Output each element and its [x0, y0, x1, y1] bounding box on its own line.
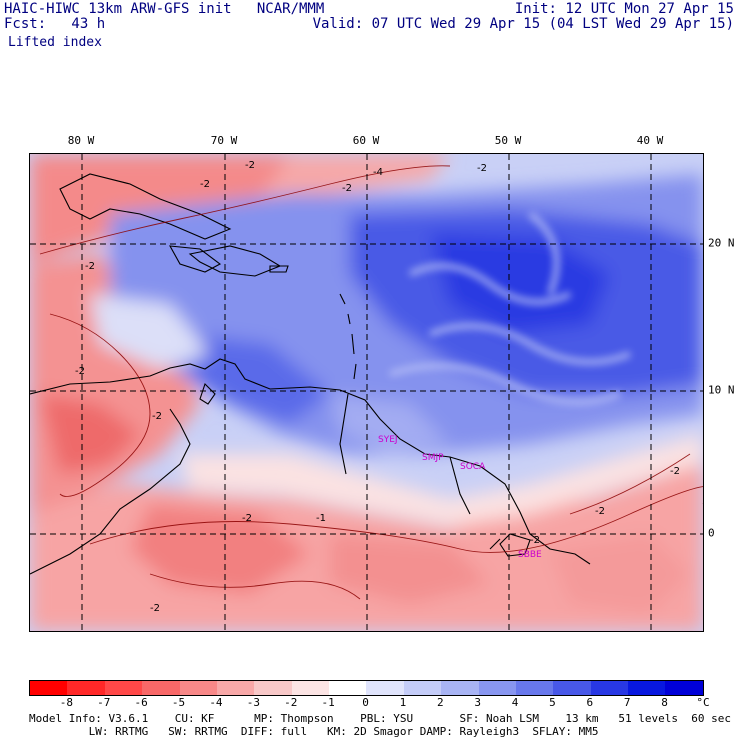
cloud-streaks [389, 211, 632, 405]
station-soca: SOCA [460, 462, 486, 472]
colorbar-label: 1 [399, 696, 407, 709]
contour-label: -2 [242, 513, 252, 524]
model-info-line2: LW: RRTMG SW: RRTMG DIFF: full KM: 2D Sm… [29, 725, 599, 738]
lifted-index-map: -2 -2 -2 -2 -4 -2 -2 -1 -2 -2 -2 -2 -2 -… [29, 153, 704, 632]
contour-label: -2 [85, 261, 95, 272]
station-sbbe: SBBE [518, 550, 542, 560]
colorbar-segment [553, 681, 591, 695]
colorbar-label: 8 [661, 696, 668, 709]
init-time: Init: 12 UTC Mon 27 Apr 15 [514, 1, 734, 17]
colorbar-segment [67, 681, 105, 695]
colorbar-segment [441, 681, 479, 695]
colorbar-label: -6 [134, 696, 148, 709]
contour-label: -2 [530, 535, 540, 546]
coastlines [30, 173, 591, 575]
colorbar-label: -3 [246, 696, 260, 709]
lon-label-70w: 70 W [210, 134, 238, 147]
lat-label-0: 0 [708, 526, 715, 540]
contour-label: -2 [670, 466, 680, 477]
lon-label-60w: 60 W [352, 134, 380, 147]
model-info-line1: Model Info: V3.6.1 CU: KF MP: Thompson P… [29, 712, 731, 725]
contour-label: -2 [200, 179, 210, 190]
colorbar-segment [179, 681, 217, 695]
contour-label: -2 [477, 163, 487, 174]
colorbar-segment [478, 681, 516, 695]
lat-label-10n: 10 N [708, 383, 735, 397]
colorbar-segment [329, 681, 367, 695]
lat-lon-grid [30, 154, 703, 631]
lat-label-20n: 20 N [708, 236, 735, 250]
contour-label: -2 [152, 411, 162, 422]
contour-label: -2 [595, 506, 605, 517]
contour-label: -2 [75, 366, 85, 377]
colorbar [29, 680, 704, 696]
colorbar-label: -5 [171, 696, 186, 709]
colorbar-segment [104, 681, 143, 695]
colorbar-segment [515, 681, 554, 695]
contour-label-group: -2 -2 -2 -2 -4 -2 -2 -1 -2 -2 -2 -2 -2 -… [75, 160, 680, 614]
colorbar-label: 3 [474, 696, 481, 709]
colorbar-label: -4 [209, 696, 223, 709]
colorbar-segment [30, 681, 68, 695]
map-svg: -2 -2 -2 -2 -4 -2 -2 -1 -2 -2 -2 -2 -2 -… [30, 154, 703, 631]
colorbar-label: 0 [362, 696, 369, 709]
valid-time: Valid: 07 UTC Wed 29 Apr 15 (04 LST Wed … [312, 16, 734, 32]
colorbar-segment [665, 681, 703, 695]
colorbar-label: 7 [623, 696, 631, 709]
station-syej: SYEJ [378, 435, 398, 445]
contour-label: -2 [245, 160, 255, 171]
colorbar-segment [216, 681, 255, 695]
colorbar-label: 2 [436, 696, 444, 709]
colorbar-segment [291, 681, 329, 695]
forecast-hour: Fcst: 43 h [4, 16, 106, 32]
colorbar-segment [403, 681, 442, 695]
station-group: SYEJ SMJP SOCA SBBE [378, 435, 542, 560]
colorbar-segment [590, 681, 628, 695]
colorbar-segment [254, 681, 292, 695]
colorbar-label: -1 [321, 696, 335, 709]
contour-label: -1 [316, 513, 326, 524]
colorbar-label: 4 [511, 696, 519, 709]
lon-label-40w: 40 W [636, 134, 664, 147]
colorbar-segment [366, 681, 404, 695]
lon-label-80w: 80 W [67, 134, 95, 147]
colorbar-label: -2 [284, 696, 298, 709]
header-title: HAIC-HIWC 13km ARW-GFS init NCAR/MMM [4, 1, 325, 17]
colorbar-label: -8 [59, 696, 73, 709]
contour-lines [39, 165, 703, 600]
colorbar-label: 6 [586, 696, 594, 709]
colorbar-segment [142, 681, 180, 695]
contour-label: -2 [150, 603, 160, 614]
colorbar-segment [628, 681, 666, 695]
colorbar-label: -7 [97, 696, 111, 709]
lon-label-50w: 50 W [494, 134, 522, 147]
contour-label: -4 [373, 167, 383, 178]
field-name: Lifted index [8, 35, 102, 50]
station-smjp: SMJP [422, 453, 444, 463]
colorbar-label: 5 [549, 696, 556, 709]
contour-label: -2 [342, 183, 352, 194]
colorbar-unit: °C [696, 696, 710, 709]
